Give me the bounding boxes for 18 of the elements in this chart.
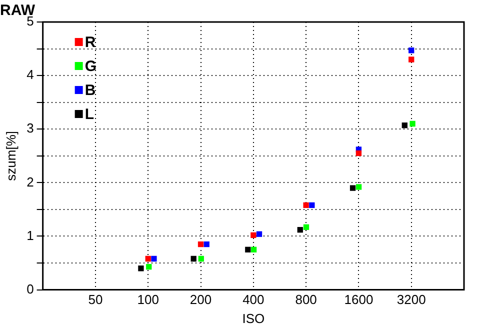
- legend-label: G: [84, 58, 96, 76]
- x-tick-label: 1600: [344, 292, 374, 308]
- legend-label: B: [84, 82, 96, 100]
- y-tick-label: 2: [26, 174, 34, 190]
- x-tick-label: 3200: [396, 292, 426, 308]
- legend-label: L: [84, 106, 94, 124]
- x-axis-title: ISO: [242, 310, 265, 326]
- x-tick-label: 50: [88, 292, 103, 308]
- legend-label: R: [84, 34, 96, 52]
- y-tick-label: 3: [26, 120, 34, 136]
- x-tick-label: 100: [137, 292, 159, 308]
- y-tick-label: 4: [26, 67, 34, 82]
- y-tick-label: 0: [26, 281, 34, 296]
- x-tick-label: 200: [190, 292, 212, 308]
- x-tick-label: 800: [295, 292, 317, 308]
- y-axis-title: szum[%]: [3, 130, 18, 181]
- y-tick-label: 1: [26, 228, 34, 243]
- x-tick-label: 400: [242, 292, 264, 308]
